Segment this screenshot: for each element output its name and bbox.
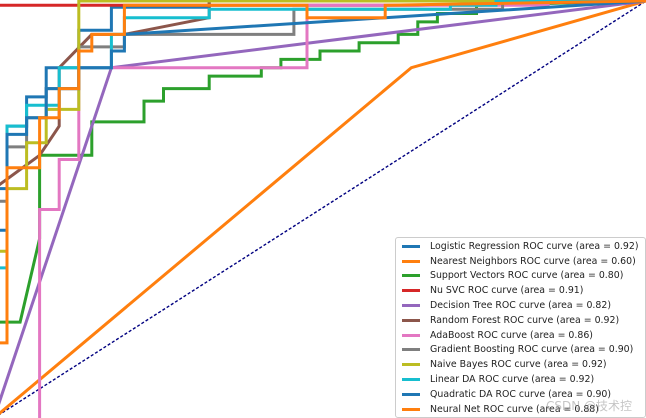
roc-curve-series-9 (0, 0, 646, 253)
legend-item: Linear DA ROC curve (area = 0.92) (402, 372, 645, 387)
legend-swatch (402, 363, 420, 367)
legend-item: Nu SVC ROC curve (area = 0.91) (402, 283, 645, 298)
legend-item: Support Vectors ROC curve (area = 0.80) (402, 269, 645, 284)
legend-swatch (402, 304, 420, 308)
legend-label: Neural Net ROC curve (area = 0.88) (430, 403, 599, 415)
legend-swatch (402, 348, 420, 352)
legend-item: Neural Net ROC curve (area = 0.88) (402, 402, 645, 417)
legend-label: Quadratic DA ROC curve (area = 0.90) (430, 388, 612, 400)
legend-swatch (402, 333, 420, 337)
legend-swatch (402, 244, 420, 248)
legend-label: AdaBoost ROC curve (area = 0.86) (430, 329, 593, 341)
legend-label: Nu SVC ROC curve (area = 0.91) (430, 285, 584, 297)
legend-swatch (402, 274, 420, 278)
roc-curve-series-12 (0, 0, 646, 345)
legend: Logistic Regression ROC curve (area = 0.… (395, 237, 646, 418)
legend-swatch (402, 318, 420, 322)
legend-label: Nearest Neighbors ROC curve (area = 0.60… (430, 255, 636, 267)
legend-item: Random Forest ROC curve (area = 0.92) (402, 313, 645, 328)
legend-item: AdaBoost ROC curve (area = 0.86) (402, 328, 645, 343)
legend-label: Decision Tree ROC curve (area = 0.82) (430, 300, 611, 312)
legend-label: Linear DA ROC curve (area = 0.92) (430, 374, 595, 386)
legend-label: Naive Bayes ROC curve (area = 0.92) (430, 359, 607, 371)
legend-label: Support Vectors ROC curve (area = 0.80) (430, 270, 624, 282)
legend-label: Random Forest ROC curve (area = 0.92) (430, 314, 620, 326)
legend-item: Logistic Regression ROC curve (area = 0.… (402, 239, 645, 254)
legend-item: Nearest Neighbors ROC curve (area = 0.60… (402, 254, 645, 269)
legend-item: Decision Tree ROC curve (area = 0.82) (402, 298, 645, 313)
legend-label: Gradient Boosting ROC curve (area = 0.90… (430, 344, 634, 356)
legend-item: Gradient Boosting ROC curve (area = 0.90… (402, 343, 645, 358)
legend-label: Logistic Regression ROC curve (area = 0.… (430, 240, 639, 252)
legend-item: Quadratic DA ROC curve (area = 0.90) (402, 387, 645, 402)
legend-item: Naive Bayes ROC curve (area = 0.92) (402, 357, 645, 372)
legend-swatch (402, 378, 420, 382)
legend-swatch (402, 289, 420, 293)
legend-swatch (402, 407, 420, 411)
legend-swatch (402, 259, 420, 263)
legend-swatch (402, 392, 420, 396)
watermark: CSDN @技术控 (545, 399, 632, 413)
